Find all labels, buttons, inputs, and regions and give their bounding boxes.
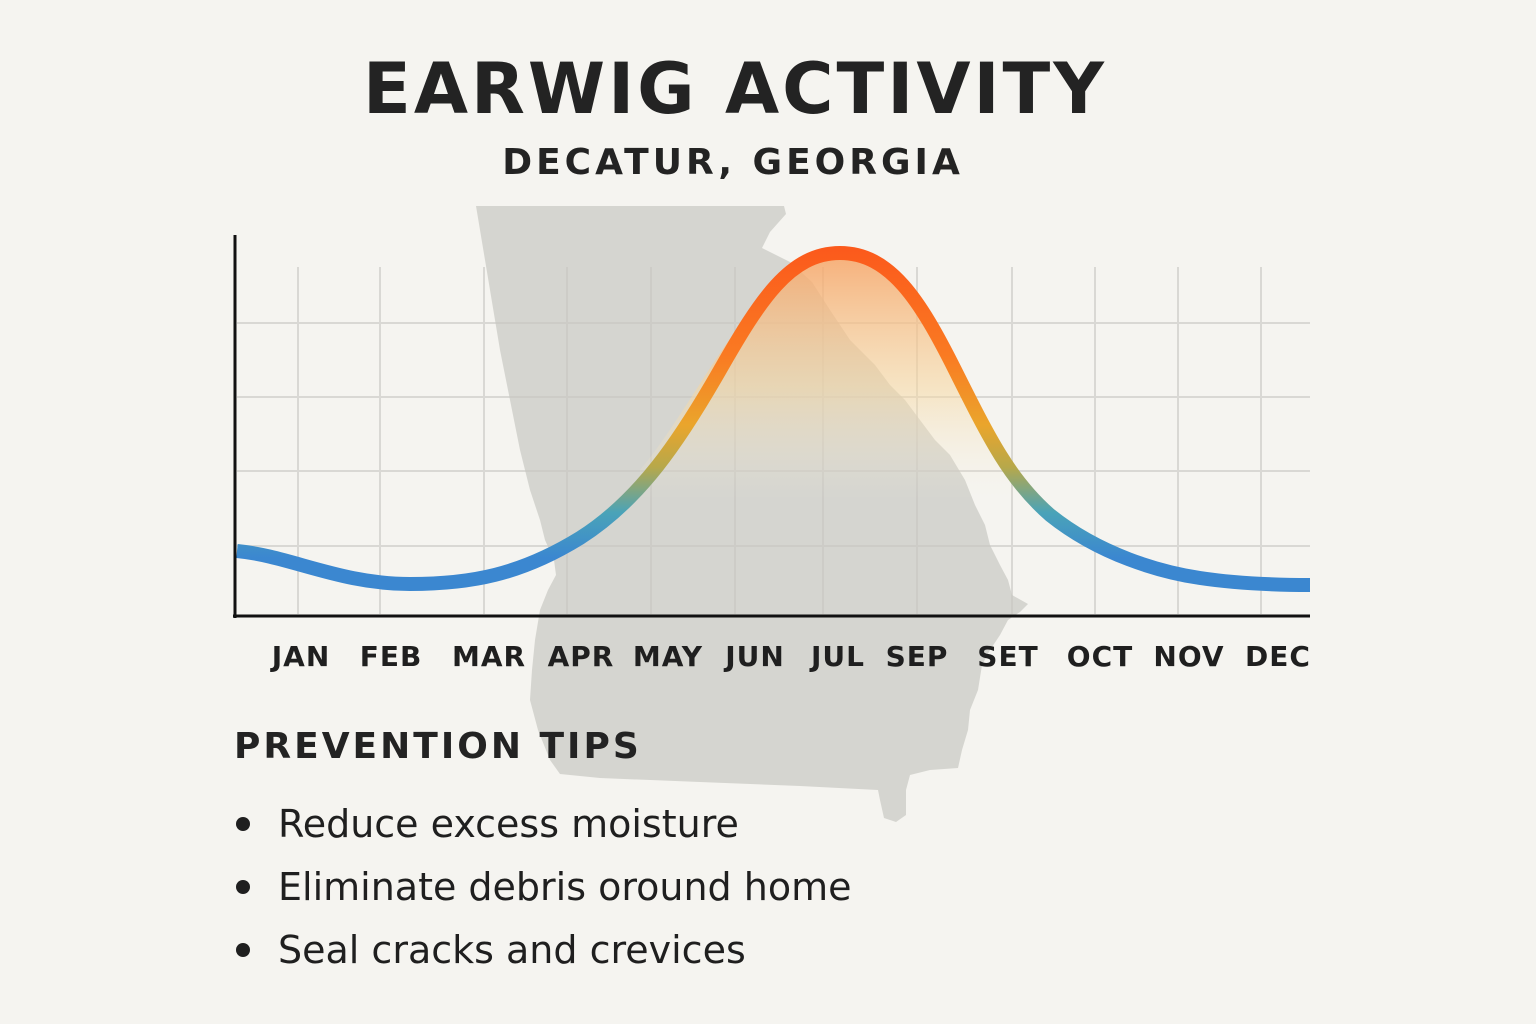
tip-text: Eliminate debris oround home xyxy=(278,864,852,909)
chart-title: EARWIG ACTIVITY xyxy=(363,48,1107,130)
bullet-icon xyxy=(236,942,250,957)
tip-text: Reduce excess moisture xyxy=(278,801,739,846)
prevention-tips-list: Reduce excess moisture Eliminate debris … xyxy=(232,792,852,981)
x-tick-label: JAN xyxy=(271,640,331,673)
tip-text: Seal cracks and crevices xyxy=(278,927,746,972)
list-item: Reduce excess moisture xyxy=(232,792,852,855)
x-tick-label: MAY xyxy=(632,640,704,673)
x-tick-label: APR xyxy=(547,640,615,673)
x-tick-label: JUL xyxy=(811,640,865,673)
chart-subtitle: DECATUR, GEORGIA xyxy=(502,142,964,183)
activity-curve xyxy=(236,245,1311,592)
prevention-tips-heading: PREVENTION TIPS xyxy=(234,726,642,767)
x-axis-labels: JAN FEB MAR APR MAY JUN JUL SEP SET OCT … xyxy=(0,640,1536,680)
x-tick-label: MAR xyxy=(451,640,527,673)
x-tick-label: DEC xyxy=(1245,640,1311,673)
x-tick-label: SET xyxy=(977,640,1039,673)
x-tick-label: SEP xyxy=(885,640,949,673)
x-tick-label: FEB xyxy=(359,640,423,673)
list-item: Seal cracks and crevices xyxy=(232,918,852,981)
georgia-map-silhouette xyxy=(476,206,1028,822)
bullet-icon xyxy=(236,879,250,894)
list-item: Eliminate debris oround home xyxy=(232,855,852,918)
peak-area-fill xyxy=(640,253,1030,500)
x-tick-label: NOV xyxy=(1153,640,1225,673)
bullet-icon xyxy=(236,816,250,831)
x-tick-label: OCT xyxy=(1066,640,1134,673)
x-tick-label: JUN xyxy=(725,640,785,673)
